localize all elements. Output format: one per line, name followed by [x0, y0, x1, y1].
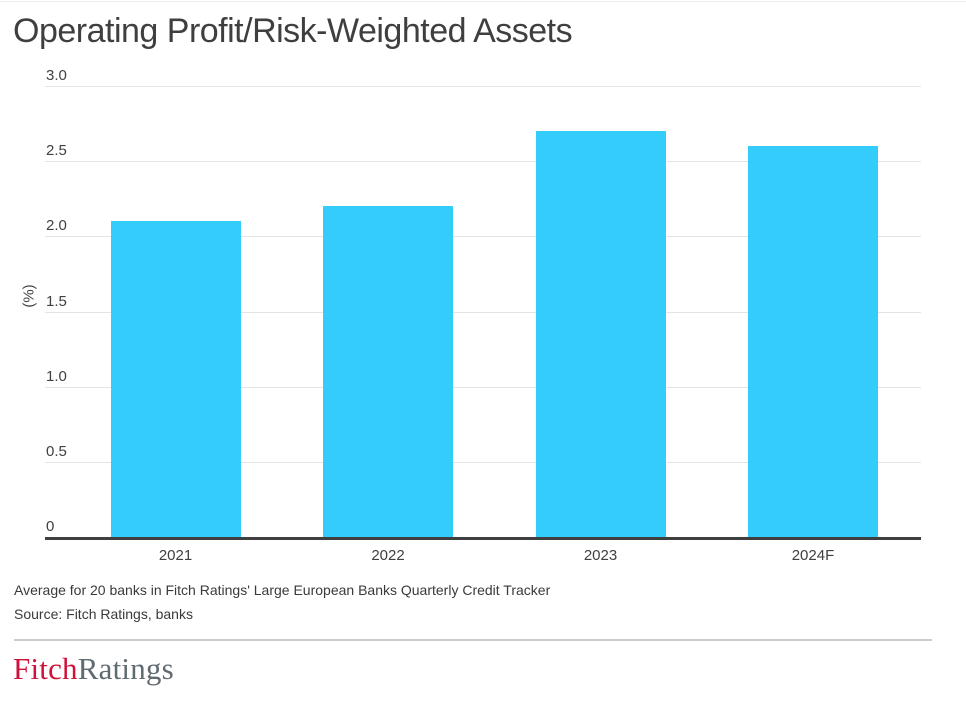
logo-text-fitch: Fitch [13, 651, 78, 686]
x-tick-label: 2021 [158, 547, 193, 564]
x-tick-label: 2022 [371, 547, 405, 564]
logo-text-ratings: Ratings [77, 651, 174, 686]
gridline [45, 161, 921, 163]
y-tick-label: 1.0 [46, 367, 67, 385]
y-axis-title: (%) [20, 284, 38, 308]
x-tick-label: 2023 [583, 547, 618, 564]
x-axis-line [45, 537, 921, 540]
y-tick-label: 0 [46, 518, 55, 535]
y-tick-label: 2.5 [46, 142, 67, 160]
bar-2022 [323, 206, 453, 537]
x-tick-label: 2024F [791, 547, 835, 564]
fitch-ratings-logo: FitchRatings [13, 651, 174, 687]
y-tick-label: 0.5 [46, 442, 67, 460]
footnote-note: Average for 20 banks in Fitch Ratings' L… [14, 582, 551, 598]
y-tick-label: 2.0 [46, 217, 67, 235]
y-tick-label: 1.5 [46, 292, 67, 310]
gridline [45, 386, 921, 388]
plot-area: 3.0 2.5 2.0 1.5 1.0 0.5 0 2021 2022 2023 2024F [45, 67, 921, 564]
gridline [45, 311, 921, 313]
gridline [45, 461, 921, 463]
y-tick-label: 3.0 [46, 67, 67, 84]
gridline [45, 236, 921, 238]
logo-divider [14, 639, 932, 641]
chart-title: Operating Profit/Risk-Weighted Assets [13, 12, 573, 50]
bar-2023 [535, 131, 666, 537]
bar-2024f [748, 146, 878, 537]
footnote-source: Source: Fitch Ratings, banks [14, 606, 193, 622]
bar-2021 [110, 221, 241, 537]
gridline [45, 86, 921, 87]
top-divider [0, 1, 966, 2]
